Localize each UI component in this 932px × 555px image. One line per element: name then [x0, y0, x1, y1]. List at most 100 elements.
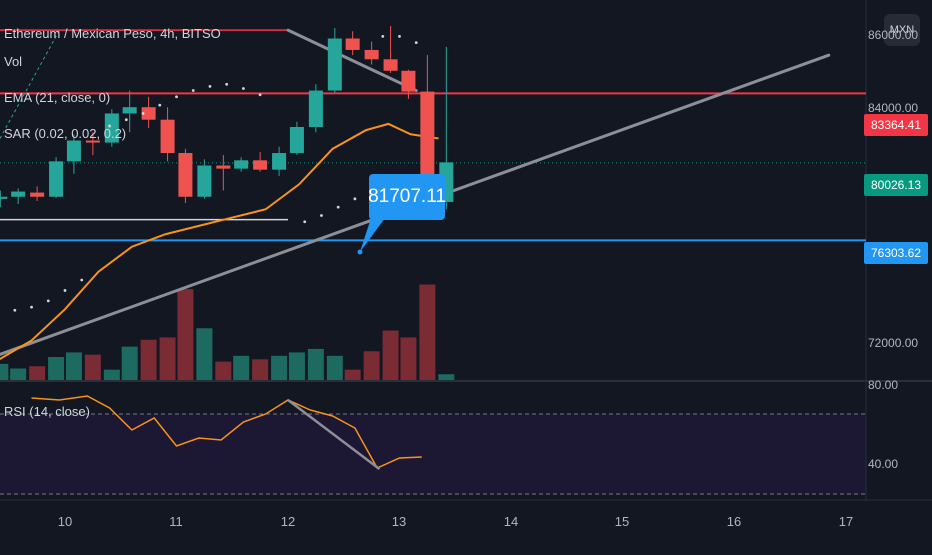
candle-body [383, 59, 398, 71]
sar-dot [46, 299, 50, 303]
candle-body [216, 165, 231, 169]
volume-bar [215, 361, 232, 380]
sar-dot [124, 118, 128, 122]
rsi-trend-line [287, 399, 381, 470]
volume-bar [121, 346, 138, 380]
legend-vol[interactable]: Vol [4, 54, 23, 69]
sar-dot [175, 95, 178, 99]
sar-dot [336, 205, 340, 209]
candle-body [272, 153, 287, 170]
sar-dot [108, 124, 111, 128]
legend-sar[interactable]: SAR (0.02, 0.02, 0.2) [4, 126, 127, 141]
candle-body [364, 49, 379, 60]
sar-dot [353, 197, 357, 201]
sar-dot [158, 103, 162, 107]
sar-dot [303, 220, 307, 224]
volume-bar [382, 330, 399, 380]
price-badge-last: 80026.13 [864, 174, 928, 196]
sar-dot [381, 35, 385, 38]
volume-bar [271, 355, 288, 380]
price-callout[interactable]: 81707.11 [368, 174, 446, 220]
candle-body [141, 107, 156, 120]
sar-dot [80, 278, 84, 282]
volume-bar [288, 352, 305, 380]
volume-bar [10, 368, 27, 380]
price-axis-label: 72000.00 [868, 336, 919, 350]
sar-dot [320, 214, 323, 217]
callout-pointer [360, 218, 385, 252]
volume-bar [307, 348, 324, 380]
candle-body [66, 140, 81, 162]
candle-body [401, 70, 416, 92]
candle-body [11, 191, 26, 197]
sar-dot [30, 305, 33, 309]
rsi-axis-label: 40.00 [868, 457, 899, 471]
volume-bar [103, 369, 120, 380]
volume-bar [159, 337, 176, 380]
volume-bar [65, 352, 82, 380]
sar-dot [191, 89, 195, 92]
volume-bar [438, 374, 455, 380]
candle-body [104, 113, 119, 143]
candle-body [30, 192, 45, 197]
volume-bar [344, 369, 361, 380]
sar-dot [63, 289, 67, 292]
candle-body [289, 126, 304, 154]
candle-body [345, 38, 360, 50]
price-axis-label: 86000.00 [868, 28, 919, 42]
x-tick-label: 14 [503, 514, 519, 529]
trend-line [286, 28, 418, 93]
candle-body [160, 119, 175, 154]
volume-bar [252, 359, 269, 380]
volume-bar [196, 328, 213, 380]
legend-symbol[interactable]: Ethereum / Mexican Peso, 4h, BITSO [4, 26, 221, 41]
sar-dot [414, 41, 418, 45]
sar-dot [208, 84, 212, 88]
candle-body [234, 160, 249, 169]
ema-line [0, 122, 439, 361]
currency-logo: MXN [884, 14, 920, 46]
candle-body [197, 165, 212, 197]
x-tick-label: 12 [280, 514, 296, 529]
rsi-band [0, 414, 866, 494]
legend-ema[interactable]: EMA (21, close, 0) [4, 90, 111, 105]
rsi-axis-label: 80.00 [868, 378, 899, 392]
x-tick-label: 13 [391, 514, 407, 529]
candle-body [253, 160, 268, 170]
x-tick-label: 15 [614, 514, 630, 529]
x-tick-label: 10 [57, 514, 73, 529]
x-tick-label: 16 [726, 514, 742, 529]
callout-anchor [357, 249, 363, 255]
volume-bar [140, 339, 157, 380]
sar-dot [258, 93, 262, 97]
volume-bar [0, 363, 9, 380]
volume-bar [326, 355, 343, 380]
sar-dot [225, 82, 229, 86]
sar-dot [398, 35, 401, 38]
rsi-line [31, 395, 422, 469]
volume-bar [177, 289, 194, 380]
volume-bar [233, 355, 250, 380]
legend-rsi[interactable]: RSI (14, close) [4, 404, 90, 419]
price-badge-resistance: 83364.41 [864, 114, 928, 136]
price-axis-label: 84000.00 [868, 101, 919, 115]
sar-dot [13, 308, 17, 312]
candle-body [49, 161, 64, 197]
volume-bar [419, 284, 436, 380]
volume-bar [400, 337, 417, 380]
x-tick-label: 17 [838, 514, 854, 529]
volume-bar [363, 351, 380, 380]
price-badge-support: 76303.62 [864, 242, 928, 264]
candle-body [122, 107, 137, 114]
volume-bar [84, 354, 101, 380]
channel-line [0, 29, 60, 139]
candle-body [0, 196, 8, 199]
candle-body [308, 90, 323, 127]
volume-bar [48, 357, 65, 380]
sar-dot [141, 112, 145, 115]
candle-body [178, 153, 193, 197]
sar-dot [242, 87, 245, 90]
candle-body [327, 38, 342, 91]
